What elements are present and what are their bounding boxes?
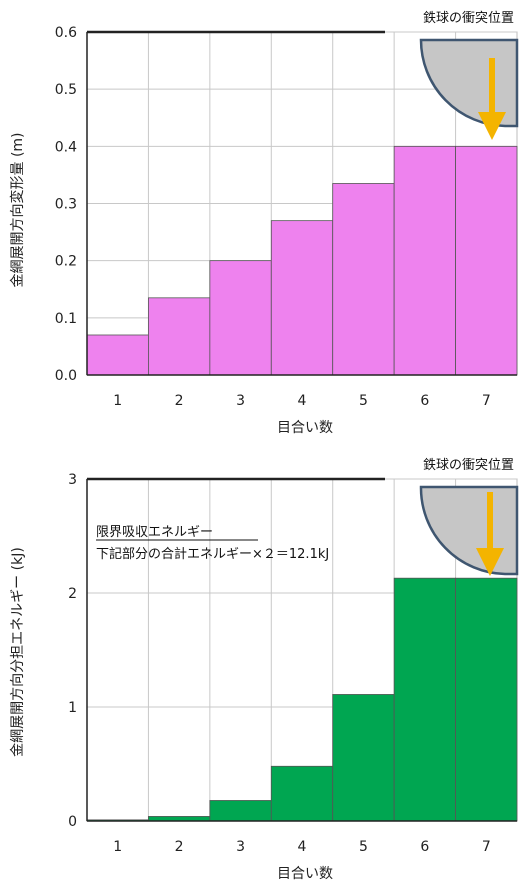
bars-bottom — [86, 577, 518, 822]
x-tick-label: 5 — [359, 839, 368, 855]
energy-note: 限界吸収エネルギー 下記部分の合計エネルギー×２＝12.1kJ — [96, 525, 329, 562]
x-axis-label-bottom: 目合い数 — [277, 866, 333, 882]
bar-6 — [393, 577, 456, 822]
x-tick-label: 2 — [175, 839, 184, 855]
y-axis-label-top: 金網展開方向変形量 (m) — [9, 132, 26, 287]
y-tick-label: 0.6 — [55, 25, 77, 41]
note-body: 下記部分の合計エネルギー×２＝12.1kJ — [96, 546, 329, 562]
x-tick-label: 6 — [420, 393, 429, 409]
impact-marker-top: 鉄球の衝突位置 — [419, 10, 519, 140]
y-tick-label: 0.3 — [55, 197, 77, 213]
bar-3 — [209, 800, 272, 822]
bar-3 — [209, 260, 272, 376]
y-tick-label: 0.0 — [55, 368, 77, 384]
arrow-down-icon — [478, 112, 506, 140]
impact-label-bottom: 鉄球の衝突位置 — [423, 457, 514, 473]
bar-5 — [332, 694, 395, 822]
bar-7 — [455, 577, 518, 822]
bar-2 — [148, 297, 211, 376]
impact-label-top: 鉄球の衝突位置 — [423, 10, 514, 26]
note-title: 限界吸収エネルギー — [96, 525, 213, 540]
x-tick-label: 3 — [236, 839, 245, 855]
y-tick-label: 0.4 — [55, 139, 77, 155]
y-tick-label: 3 — [68, 472, 77, 488]
y-tick-label: 0 — [68, 814, 77, 830]
x-tick-label: 3 — [236, 393, 245, 409]
chart-top: 鉄球の衝突位置 0.0 0.1 0.2 0.3 0.4 0.5 0.6 1 2 3 4 5 6 7 目合… — [9, 10, 519, 436]
bar-4 — [270, 765, 334, 822]
y-tick-labels-top: 0.0 0.1 0.2 0.3 0.4 0.5 0.6 — [55, 25, 77, 384]
chart-bottom: 鉄球の衝突位置 限界吸収エネルギー 下記部分の合計エネルギー×２＝12.1kJ … — [10, 457, 519, 882]
bars-top — [86, 145, 518, 376]
y-tick-label: 2 — [68, 586, 77, 602]
bar-7 — [455, 145, 518, 376]
x-tick-label: 1 — [113, 393, 122, 409]
y-axis-label-bottom: 金網展開方向分担エネルギー (kJ) — [10, 547, 26, 757]
impact-marker-bottom: 鉄球の衝突位置 — [419, 457, 519, 576]
y-tick-label: 0.5 — [55, 82, 77, 98]
bar-6 — [393, 145, 456, 376]
x-tick-label: 5 — [359, 393, 368, 409]
y-tick-labels-bottom: 0 1 2 3 — [68, 472, 77, 830]
x-axis-label-top: 目合い数 — [277, 420, 333, 436]
arrow-down-icon — [476, 548, 504, 576]
x-tick-label: 1 — [113, 839, 122, 855]
y-tick-label: 1 — [68, 700, 77, 716]
x-tick-label: 6 — [420, 839, 429, 855]
y-tick-label: 0.2 — [55, 254, 77, 270]
x-tick-label: 7 — [482, 839, 491, 855]
y-tick-label: 0.1 — [55, 311, 77, 327]
x-tick-labels-top: 1 2 3 4 5 6 7 — [113, 393, 490, 409]
x-tick-label: 2 — [175, 393, 184, 409]
bar-4 — [270, 220, 334, 376]
bar-5 — [332, 183, 395, 376]
x-tick-label: 4 — [298, 839, 307, 855]
bar-1 — [86, 334, 149, 376]
x-tick-label: 4 — [298, 393, 307, 409]
x-tick-labels-bottom: 1 2 3 4 5 6 7 — [113, 839, 490, 855]
plot-area-bottom — [86, 477, 518, 822]
x-tick-label: 7 — [482, 393, 491, 409]
